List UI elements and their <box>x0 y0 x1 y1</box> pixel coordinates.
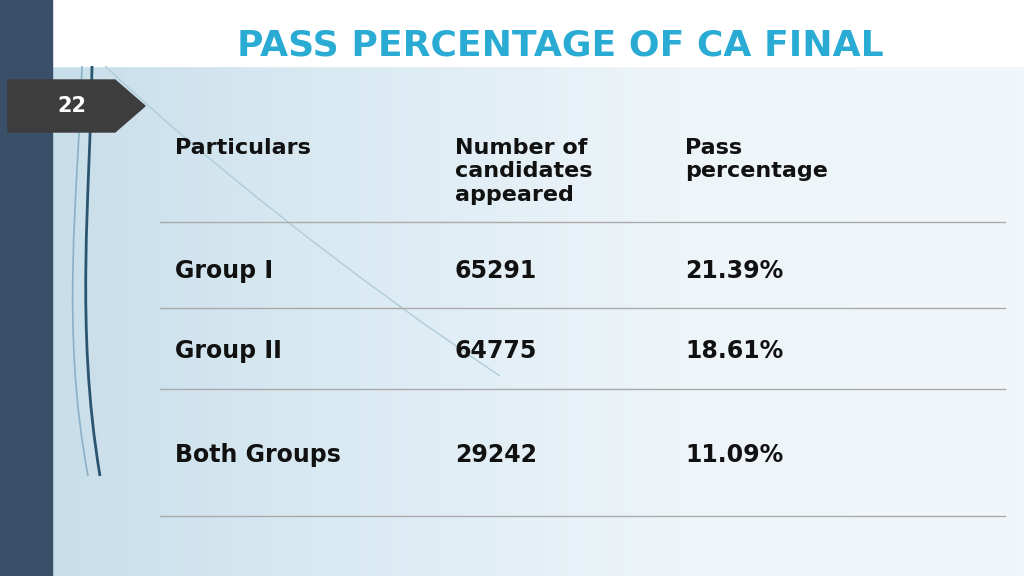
Text: 21.39%: 21.39% <box>685 259 783 283</box>
Text: Pass
percentage: Pass percentage <box>685 138 827 181</box>
Text: Number of
candidates
appeared: Number of candidates appeared <box>455 138 593 204</box>
Polygon shape <box>8 80 145 132</box>
Text: 29242: 29242 <box>455 443 537 467</box>
Bar <box>0 0 52 576</box>
Text: 18.61%: 18.61% <box>685 339 783 363</box>
Bar <box>0 0 1024 66</box>
Text: Group II: Group II <box>175 339 282 363</box>
Text: Particulars: Particulars <box>175 138 311 158</box>
Text: Group I: Group I <box>175 259 273 283</box>
Text: 64775: 64775 <box>455 339 538 363</box>
Text: 65291: 65291 <box>455 259 538 283</box>
Text: PASS PERCENTAGE OF CA FINAL: PASS PERCENTAGE OF CA FINAL <box>237 29 884 63</box>
Text: Both Groups: Both Groups <box>175 443 341 467</box>
Text: 22: 22 <box>57 96 86 116</box>
Text: 11.09%: 11.09% <box>685 443 783 467</box>
